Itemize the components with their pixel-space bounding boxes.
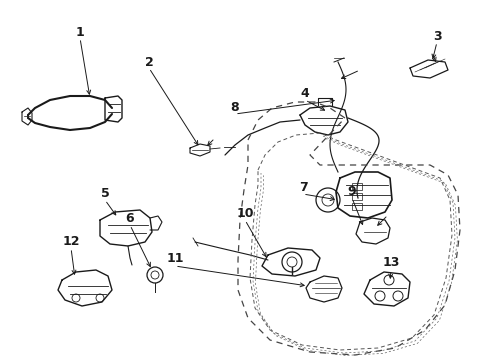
Text: 11: 11 bbox=[166, 252, 183, 266]
Text: 9: 9 bbox=[347, 185, 356, 198]
Text: 5: 5 bbox=[101, 186, 109, 199]
Text: 1: 1 bbox=[76, 26, 84, 39]
Text: 13: 13 bbox=[382, 256, 399, 270]
Text: 12: 12 bbox=[62, 234, 80, 248]
Text: 3: 3 bbox=[432, 30, 440, 42]
Text: 4: 4 bbox=[300, 86, 309, 99]
Text: 7: 7 bbox=[298, 180, 307, 194]
Text: 8: 8 bbox=[230, 100, 239, 113]
Text: 10: 10 bbox=[236, 207, 253, 220]
Text: 6: 6 bbox=[125, 212, 134, 225]
Text: 2: 2 bbox=[144, 55, 153, 68]
